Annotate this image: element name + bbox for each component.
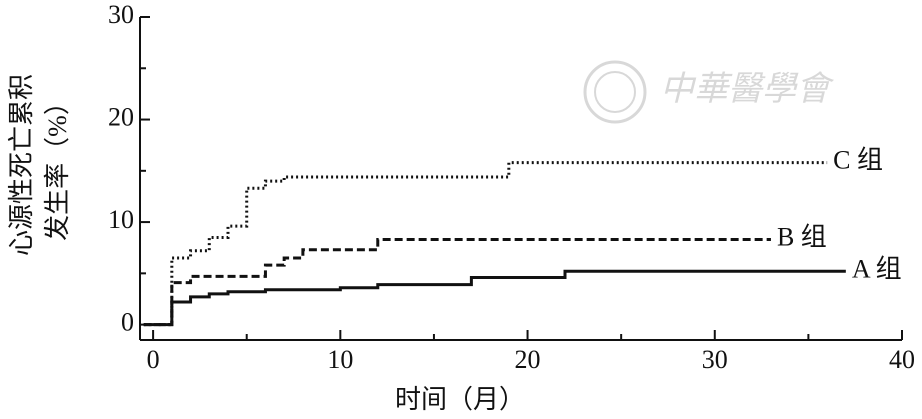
y-tick-label: 0 [121,308,134,337]
x-tick-label: 20 [515,345,541,374]
series-line [143,161,828,327]
series-label: B 组 [777,222,827,251]
series-line [143,238,771,327]
y-tick-label: 20 [108,103,134,132]
y-axis-label: 发生率（%） [43,89,72,241]
series-label: A 组 [852,254,902,283]
watermark-seal-inner [594,71,636,113]
series-label: C 组 [833,146,883,175]
x-tick-label: 0 [147,345,160,374]
x-tick-label: 10 [327,345,353,374]
y-tick-label: 10 [108,205,134,234]
x-axis-label: 时间（月） [395,385,525,414]
series-line [143,269,846,327]
x-tick-label: 30 [702,345,728,374]
watermark-text: 中華醫學會 [660,71,835,108]
watermark: 中華醫學會 [583,60,835,124]
y-tick-label: 30 [108,0,134,29]
y-axis-label: 心源性死亡累积 [7,74,36,256]
x-tick-label: 40 [889,345,915,374]
watermark-seal [583,60,647,124]
